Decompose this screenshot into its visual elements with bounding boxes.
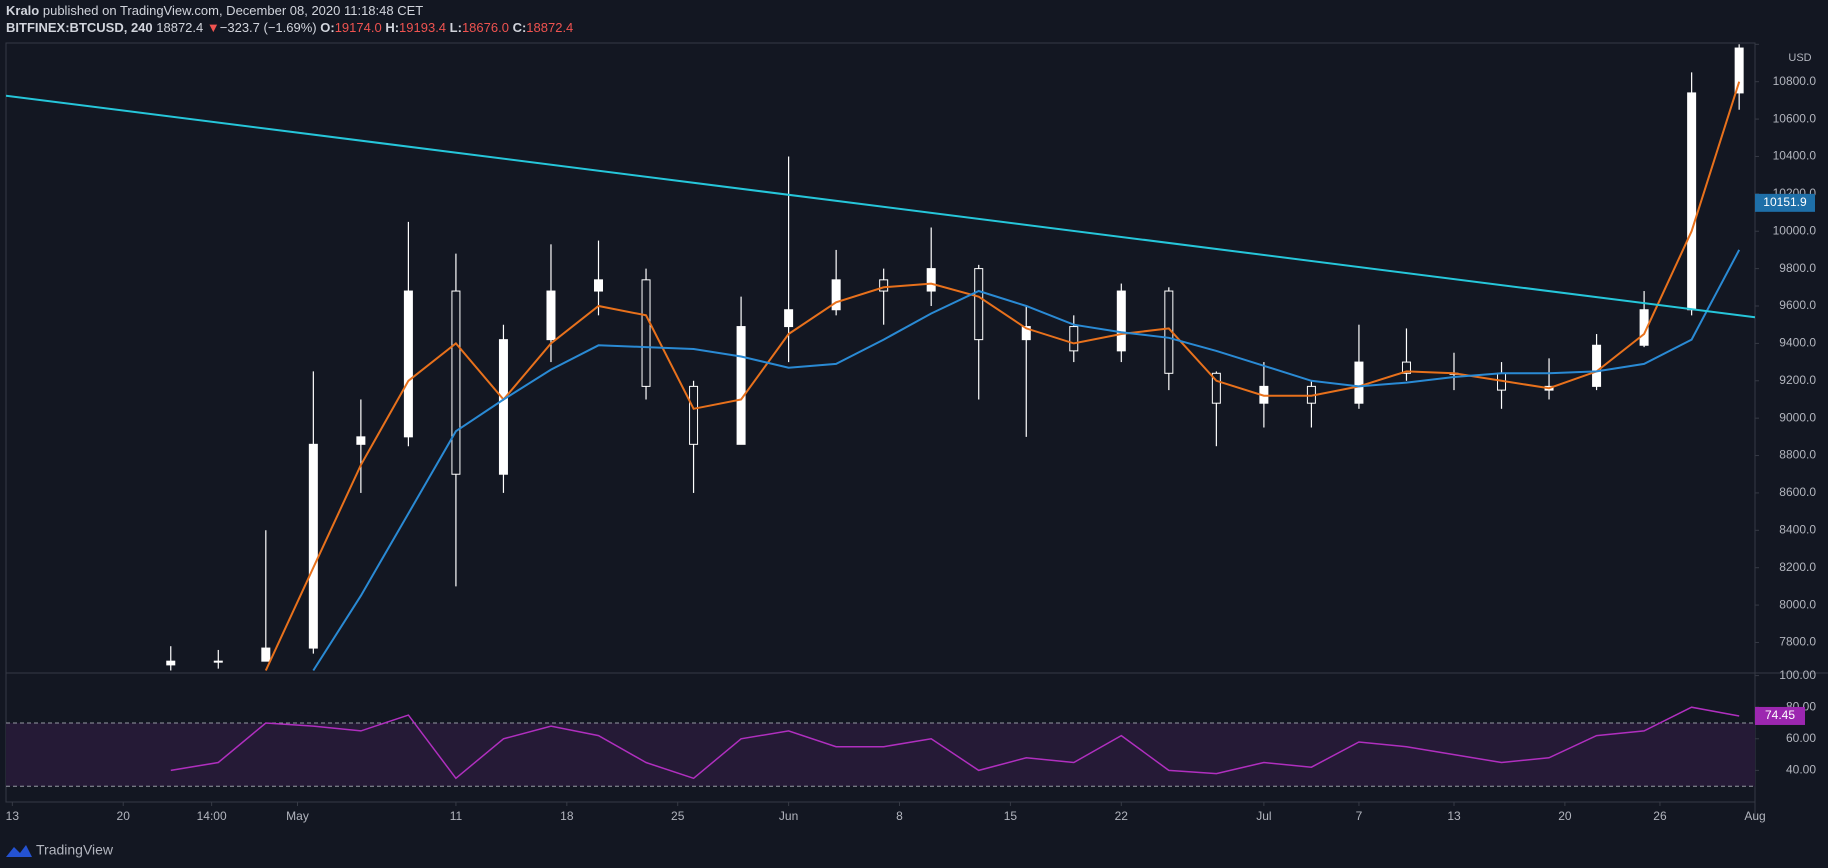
candle-body [498,339,508,475]
candle-body [594,279,604,292]
o-label: O: [320,20,334,35]
candle-body [831,279,841,311]
candle-body [689,385,699,445]
candle-body [451,290,461,475]
candle-body [1116,290,1126,352]
x-tick-label: 11 [450,809,463,823]
y-tick-label: 60.00 [1786,731,1816,745]
candle-body [641,279,651,387]
candle-body [974,268,984,341]
x-tick-label: 26 [1653,809,1667,823]
y-tick-label: 7800.0 [1779,635,1816,649]
candle-body [1069,326,1079,352]
x-tick-label: 25 [671,809,685,823]
symbol-line: BITFINEX:BTCUSD, 240 18872.4 ▼−323.7 (−1… [6,20,573,35]
rsi-band [6,722,1755,787]
x-tick-label: 13 [6,809,20,823]
o-value: 19174.0 [335,20,382,35]
candle-body [736,326,746,445]
y-tick-label: 9600.0 [1779,298,1816,312]
candle-body [308,443,318,649]
header-line: Kralo published on TradingView.com, Dece… [6,3,423,18]
y-tick-label: 10600.0 [1773,111,1817,125]
author: Kralo [6,3,39,18]
price-marker [1755,193,1815,212]
x-tick-label: 20 [1558,809,1572,823]
rsi-marker-label: 74.45 [1765,708,1795,722]
rsi-line [170,706,1740,780]
change: −323.7 (−1.69%) [220,20,317,35]
y-tick-label: 8000.0 [1779,597,1816,611]
candle-body [1211,372,1221,404]
h-label: H: [385,20,399,35]
candle-body [261,647,271,662]
pane-border [5,42,1756,803]
trendline [6,94,1755,319]
candle-body [1401,361,1411,374]
symbol: BITFINEX:BTCUSD, 240 [6,20,153,35]
candle-body [166,660,176,666]
y-tick-label: 9400.0 [1779,336,1816,350]
x-tick-label: 20 [117,809,131,823]
y-tick-label: 8400.0 [1779,522,1816,536]
y-tick-label: 9000.0 [1779,410,1816,424]
x-tick-label: 13 [1447,809,1461,823]
l-value: 18676.0 [462,20,509,35]
candle-body [1734,47,1744,94]
candle-body [546,290,556,341]
y-tick-label: 100.00 [1779,668,1816,682]
last: 18872.4 [156,20,203,35]
currency: USD [1788,52,1811,64]
candle-body [879,279,889,292]
candle-body [356,436,366,445]
candle-body [213,660,223,663]
footer-brand: TradingView [36,842,114,858]
x-tick-label: 15 [1004,809,1018,823]
y-tick-label: 10000.0 [1773,223,1817,237]
x-tick-label: 8 [896,809,903,823]
arrow: ▼ [207,20,220,35]
logo [6,845,32,857]
x-tick-label: 22 [1115,809,1129,823]
c-label: C: [513,20,527,35]
axes: 7800.0 8000.0 8200.0 8400.0 8600.0 8800.0 9000… [6,43,1817,823]
c-value: 18872.4 [526,20,573,35]
x-tick-label: Jul [1256,809,1271,823]
x-tick-label: May [286,809,309,823]
y-tick-label: 9800.0 [1779,261,1816,275]
y-tick-label: 8200.0 [1779,560,1816,574]
y-tick-label: 10800.0 [1773,74,1817,88]
x-tick-label: 18 [560,809,574,823]
y-tick-label: 10400.0 [1773,149,1817,163]
rsi-pane [6,706,1755,787]
candle-body [1021,326,1031,341]
x-tick-label: 14:00 [197,809,227,823]
y-tick-label: 8600.0 [1779,485,1816,499]
l-label: L: [450,20,462,35]
moving-average [264,81,1741,671]
y-tick-label: 8800.0 [1779,448,1816,462]
h-value: 19193.4 [399,20,446,35]
x-tick-label: 7 [1356,809,1363,823]
candle-body [403,290,413,438]
price-pane [6,44,1755,672]
candle-body [1354,361,1364,404]
published: published on TradingView.com, December 0… [43,3,423,18]
price-marker-label: 10151.9 [1763,195,1807,209]
rsi-marker [1755,706,1805,725]
moving-average [312,249,1741,672]
y-tick-label: 9200.0 [1779,373,1816,387]
x-tick-label: Jun [779,809,798,823]
candle-body [784,309,794,328]
candle-body [926,268,936,292]
x-tick-label: Aug [1744,809,1765,823]
y-tick-label: 40.00 [1786,763,1816,777]
candle-body [1687,92,1697,311]
candle-body [1592,344,1602,387]
